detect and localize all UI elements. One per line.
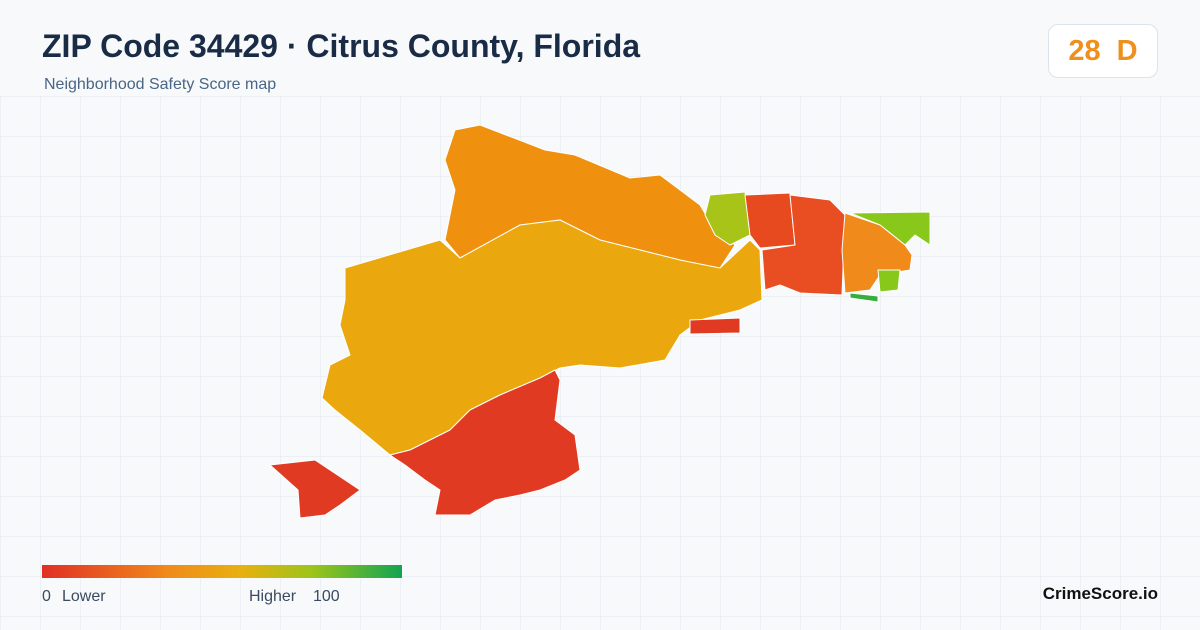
legend-min: 0 [42,588,51,605]
score: 28 [1068,34,1101,67]
grade: D [1116,34,1138,67]
legend-min-label: Lower [62,588,106,605]
title: ZIP Code 34429 · Citrus County, Florida [42,28,641,64]
subtitle: Neighborhood Safety Score map [44,76,277,93]
legend-max: 100 [313,588,340,605]
region [389,369,581,516]
region [269,459,361,519]
region [877,269,901,293]
region [321,219,763,456]
region [849,292,879,303]
region [761,194,846,296]
region [744,192,796,249]
legend-gradient [42,565,402,578]
brand: CrimeScore.io [1042,584,1158,603]
region [689,317,741,335]
score-badge: 28 D [1048,24,1158,78]
legend-max-label: Higher [249,588,297,605]
